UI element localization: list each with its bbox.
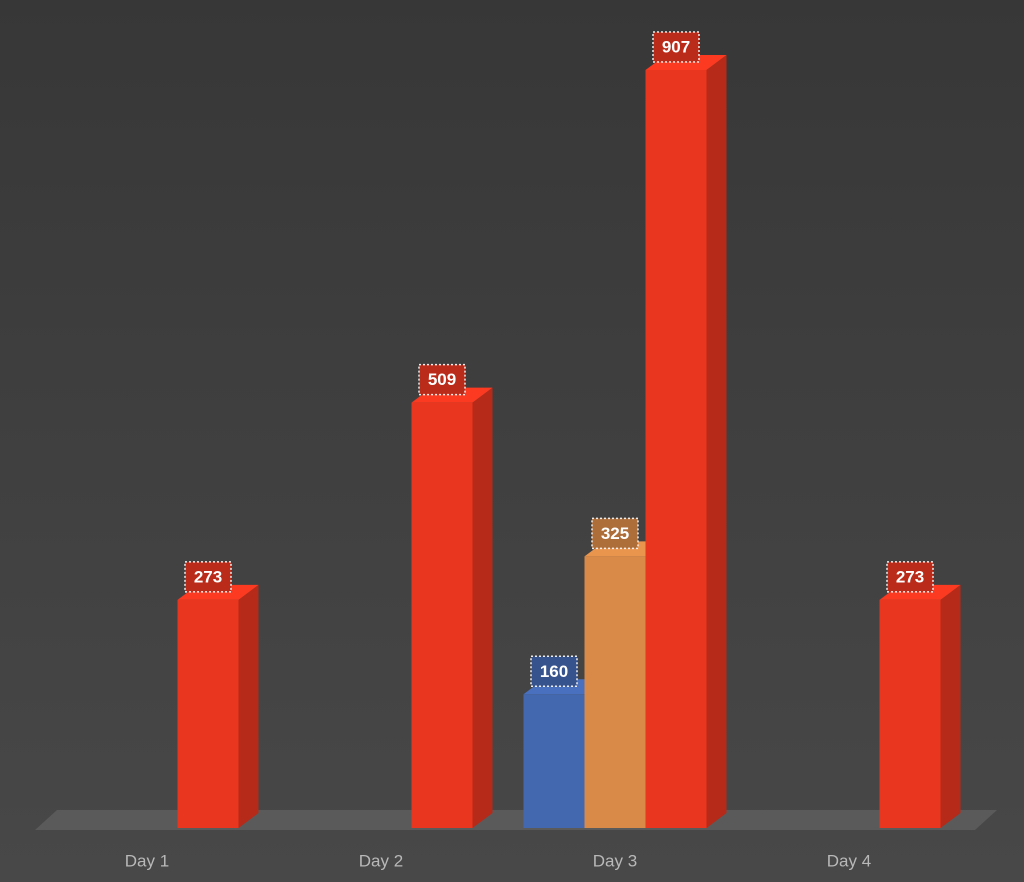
- bar-side: [706, 55, 727, 828]
- value-label-box: [530, 655, 578, 688]
- value-label: 509: [428, 370, 456, 389]
- value-label: 907: [662, 37, 690, 56]
- x-tick-label: Day 3: [593, 851, 637, 870]
- x-tick-label: Day 2: [359, 851, 403, 870]
- bar-side: [238, 584, 259, 828]
- value-label: 160: [540, 662, 568, 681]
- x-tick-label: Day 4: [827, 851, 871, 870]
- bar-side: [940, 584, 961, 828]
- value-label-box: [418, 363, 466, 396]
- bar-side: [472, 387, 493, 828]
- x-tick-label: Day 1: [125, 851, 169, 870]
- bar: [584, 556, 646, 828]
- floor: [35, 810, 997, 830]
- value-label-box: [886, 561, 934, 593]
- bar: [645, 70, 707, 828]
- value-label: 273: [896, 567, 924, 586]
- value-label-box: [184, 561, 232, 593]
- value-label-box: [652, 31, 700, 63]
- bar: [879, 599, 941, 828]
- value-label: 325: [601, 524, 629, 543]
- value-label: 273: [194, 567, 222, 586]
- bar: [177, 599, 239, 828]
- bar: [411, 402, 473, 828]
- bar: [523, 694, 585, 828]
- value-label-box: [591, 517, 639, 550]
